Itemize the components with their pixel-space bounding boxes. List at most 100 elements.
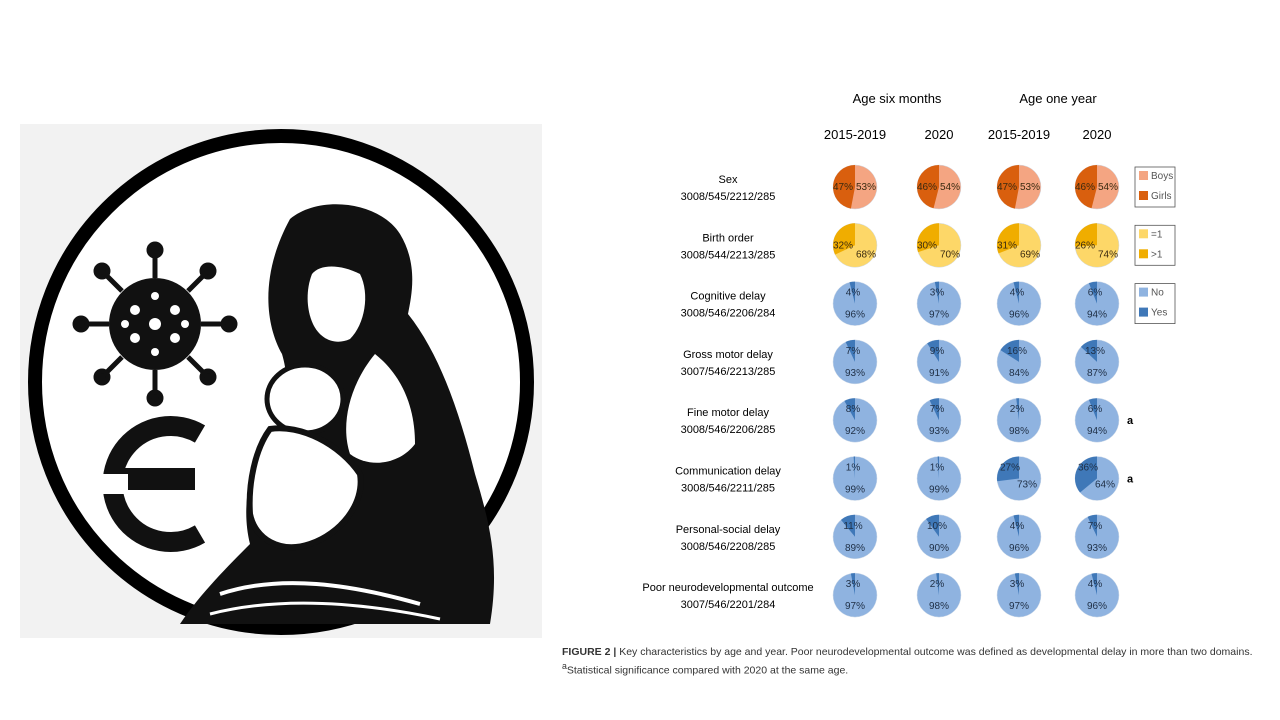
row-sample-sizes: 3008/546/2208/285 [681, 541, 776, 553]
pie-slice-minor [934, 281, 939, 304]
pie-label-minor: 16% [1007, 346, 1027, 357]
pie-label-minor: 4% [846, 288, 861, 299]
pie-label-major: 94% [1087, 310, 1107, 321]
pie-slice-minor [917, 223, 939, 253]
pie-label-minor: 47% [833, 182, 853, 193]
pie-label-major: 93% [1087, 543, 1107, 554]
row-sample-sizes: 3008/545/2212/285 [681, 191, 776, 203]
pie-slice-minor [844, 398, 855, 421]
pie-label-minor: 4% [1010, 288, 1025, 299]
pie-label-major: 92% [845, 426, 865, 437]
pie-label-major: 96% [1087, 601, 1107, 612]
pie-label-minor: 13% [1085, 346, 1105, 357]
pie-label-major: 96% [845, 310, 865, 321]
pie-slice-minor [1075, 456, 1097, 493]
pie-label-major: 74% [1098, 249, 1118, 260]
pie-label-major: 68% [856, 249, 876, 260]
column-group-header: Age six months [853, 91, 942, 106]
pie-slice-minor [1088, 281, 1097, 304]
pie-label-minor: 11% [843, 521, 862, 532]
legend-swatch [1139, 191, 1148, 200]
significance-mark: a [1127, 415, 1134, 427]
pie-slice-minor [997, 165, 1019, 209]
row-label: Personal-social delay [676, 524, 781, 536]
column-header: 2015-2019 [988, 127, 1050, 142]
legend-label: Girls [1151, 191, 1172, 202]
virus-icon [72, 241, 238, 407]
pie-label-minor: 31% [997, 240, 1017, 251]
pie-slice-minor [1088, 398, 1097, 421]
pie-label-major: 98% [929, 601, 949, 612]
pie-slice-minor [996, 223, 1019, 254]
caption-label: FIGURE 2 | [562, 646, 617, 658]
figure-caption: FIGURE 2 | Key characteristics by age an… [562, 645, 1262, 678]
legend-label: Boys [1151, 171, 1173, 182]
pie-label-minor: 4% [1010, 521, 1025, 532]
pie-label-minor: 7% [1088, 521, 1103, 532]
pie-label-minor: 47% [997, 182, 1017, 193]
pie-label-major: 91% [929, 368, 949, 379]
pie-label-major: 73% [1017, 480, 1037, 491]
row-sample-sizes: 3008/546/2206/285 [681, 424, 776, 436]
row-sample-sizes: 3007/546/2213/285 [681, 366, 776, 378]
pie-label-minor: 8% [846, 404, 861, 415]
pie-label-major: 98% [1009, 426, 1029, 437]
caption-sup: a [562, 661, 567, 671]
pie-slice-minor [833, 165, 855, 209]
legend-swatch [1139, 249, 1148, 259]
pie-label-minor: 7% [930, 404, 945, 415]
pie-label-minor: 3% [1010, 579, 1025, 590]
pie-label-minor: 3% [930, 288, 945, 299]
pie-label-minor: 2% [930, 579, 945, 590]
legend-swatch [1139, 287, 1148, 297]
row-sample-sizes: 3007/546/2201/284 [681, 599, 776, 611]
legend-swatch [1139, 171, 1148, 180]
pie-slice-minor [849, 281, 855, 304]
pie-label-minor: 1% [930, 463, 945, 474]
row-label: Gross motor delay [683, 349, 773, 361]
column-header: 2020 [1083, 127, 1112, 142]
row-sample-sizes: 3008/546/2211/285 [681, 483, 775, 495]
pie-chart-grid: Age six months 2015-2019 2020 Age one year 2… [642, 91, 1176, 618]
pie-label-minor: 10% [927, 521, 947, 532]
pie-label-major: 97% [929, 310, 949, 321]
legend-label: =1 [1151, 229, 1163, 240]
pie-label-major: 70% [940, 249, 960, 260]
row-label: Communication delay [675, 466, 781, 478]
pie-slice-minor [1074, 165, 1097, 209]
pie-slice-minor [850, 573, 855, 596]
pie-slice-minor [936, 573, 939, 596]
mother-baby-logo [28, 129, 534, 635]
euro-like-symbol-icon [98, 416, 206, 552]
pie-label-major: 94% [1087, 426, 1107, 437]
pie-label-minor: 6% [1088, 404, 1103, 415]
pie-slice-minor [832, 223, 855, 255]
significance-mark: a [1127, 474, 1134, 486]
pie-label-major: 97% [845, 601, 865, 612]
pie-label-major: 96% [1009, 543, 1029, 554]
pie-slice-minor [1013, 281, 1019, 304]
row-sample-sizes: 3008/546/2206/284 [681, 308, 776, 320]
row-sample-sizes: 3008/544/2213/285 [681, 249, 776, 261]
pie-slice-minor [853, 456, 855, 479]
row-label: Poor neurodevelopmental outcome [642, 582, 813, 594]
pie-label-major: 69% [1020, 249, 1040, 260]
legend-swatch [1139, 307, 1148, 317]
pie-slice-minor [1000, 339, 1019, 362]
pie-label-minor: 46% [917, 182, 937, 193]
pie-label-major: 90% [929, 543, 949, 554]
pie-slice-minor [937, 456, 939, 479]
pie-label-minor: 26% [1075, 240, 1095, 251]
pie-label-minor: 32% [833, 240, 853, 251]
pie-label-major: 99% [929, 485, 949, 496]
pie-slice-minor [840, 514, 855, 537]
legend-label: No [1151, 288, 1164, 299]
row-label: Fine motor delay [687, 407, 769, 419]
pie-label-major: 96% [1009, 310, 1029, 321]
pie-slice-minor [927, 339, 939, 362]
pie-slice-minor [926, 514, 939, 537]
pie-label-minor: 1% [846, 463, 861, 474]
pie-label-major: 53% [856, 182, 876, 193]
pie-slice-minor [1087, 514, 1097, 537]
pie-label-major: 93% [845, 368, 865, 379]
